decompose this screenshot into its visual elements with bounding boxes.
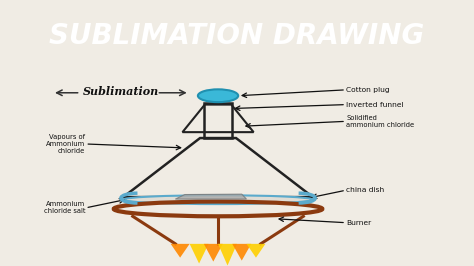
Polygon shape xyxy=(204,244,223,261)
Text: Inverted funnel: Inverted funnel xyxy=(346,102,404,107)
Text: Ammonium
chloride salt: Ammonium chloride salt xyxy=(44,201,85,214)
Text: Burner: Burner xyxy=(346,220,371,226)
Polygon shape xyxy=(175,194,246,199)
Text: Cotton plug: Cotton plug xyxy=(346,87,390,93)
Bar xyxy=(204,103,232,138)
Text: Solidified
ammonium chloride: Solidified ammonium chloride xyxy=(346,115,414,128)
Ellipse shape xyxy=(198,89,238,102)
Polygon shape xyxy=(171,244,190,258)
Polygon shape xyxy=(190,244,209,264)
Polygon shape xyxy=(246,244,265,258)
Text: Vapours of
Ammonium
chloride: Vapours of Ammonium chloride xyxy=(46,134,85,154)
Text: SUBLIMATION DRAWING: SUBLIMATION DRAWING xyxy=(49,22,425,50)
Text: Sublimation: Sublimation xyxy=(83,86,159,97)
Polygon shape xyxy=(232,244,251,261)
Ellipse shape xyxy=(123,195,313,204)
Polygon shape xyxy=(218,244,237,265)
Text: china dish: china dish xyxy=(346,187,384,193)
